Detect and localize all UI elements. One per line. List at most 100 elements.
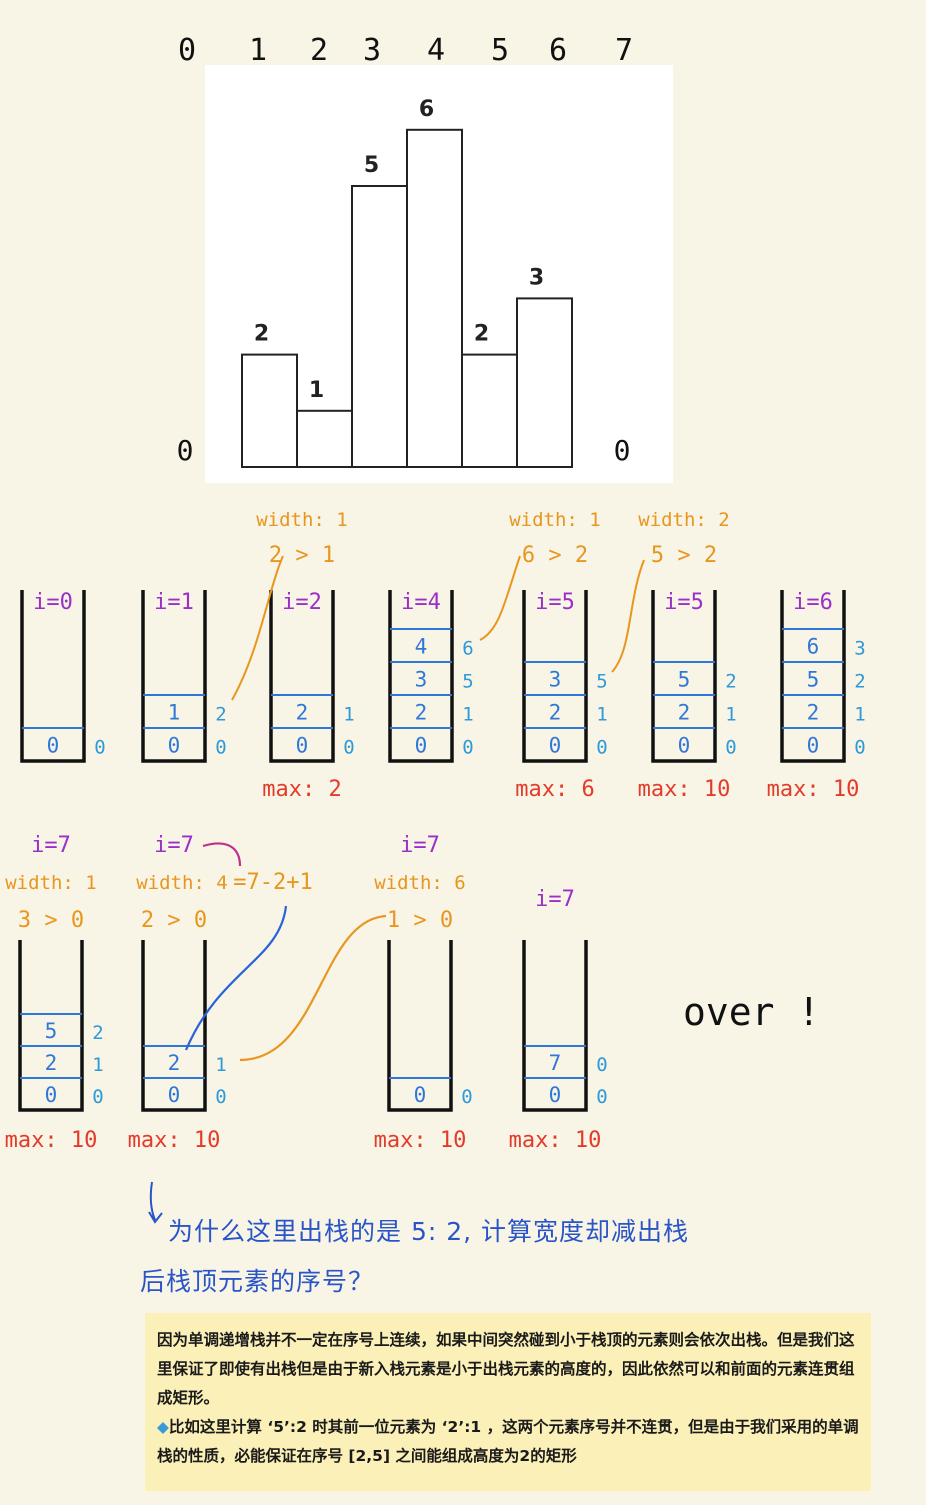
stack-i-label: i=6	[793, 590, 833, 615]
stack-cell-value: 3	[415, 668, 428, 692]
stack-cell-value: 0	[807, 734, 820, 758]
question-line-2: 后栈顶元素的序号？	[140, 1267, 375, 1296]
stack-cell-index: 0	[725, 737, 736, 759]
stack-cell-index: 0	[854, 737, 865, 759]
sentinel-right: 0	[614, 434, 631, 467]
max-label: max: 10	[5, 1128, 98, 1153]
stack-cell-value: 2	[168, 1051, 181, 1075]
stack-container	[522, 940, 588, 1112]
connector-curve	[611, 559, 645, 673]
max-label: max: 6	[515, 777, 594, 802]
connector-curve	[184, 905, 288, 1051]
sentinel-left: 0	[177, 434, 194, 467]
stack-cell-index: 2	[854, 671, 865, 693]
stack-cell-value: 0	[549, 734, 562, 758]
max-label: max: 10	[509, 1128, 602, 1153]
index-label: 5	[491, 33, 509, 68]
bar-label: 1	[309, 378, 324, 403]
stack-cell-index: 0	[596, 1086, 607, 1108]
index-label: 2	[310, 33, 328, 68]
stack-cell-index: 5	[596, 671, 607, 693]
stack-cell-index: 0	[343, 737, 354, 759]
stack-cell-value: 5	[807, 668, 820, 692]
stack-container	[388, 590, 454, 763]
width-label: width: 6	[374, 872, 466, 894]
stack-i-label: i=7	[400, 833, 440, 858]
stack-cell-index: 2	[92, 1022, 103, 1044]
stack-cell-index: 0	[596, 1054, 607, 1076]
stack-cell-value: 0	[296, 734, 309, 758]
stack-container	[780, 590, 846, 763]
stack-i-label: i=7	[535, 887, 575, 912]
width-label: width: 1	[256, 509, 348, 531]
stack-cell-index: 1	[725, 704, 736, 726]
stack-cell-value: 5	[678, 668, 691, 692]
comparison-label: 6 > 2	[522, 543, 588, 568]
histogram-bar	[516, 297, 573, 468]
stack-i-label: i=7	[154, 833, 194, 858]
stack-container	[141, 590, 207, 763]
histogram-bar	[241, 353, 298, 469]
comparison-label: 1 > 0	[387, 908, 453, 933]
stack-i-label: i=5	[664, 590, 704, 615]
max-label: max: 10	[128, 1128, 221, 1153]
stack-cell-index: 1	[343, 704, 354, 726]
stack-i-label: i=1	[154, 590, 194, 615]
stack-cell-index: 1	[92, 1054, 103, 1076]
stack-cell-index: 1	[462, 704, 473, 726]
stack-cell-index: 1	[854, 704, 865, 726]
stack-i-label: i=4	[401, 590, 441, 615]
width-label: width: 4	[136, 872, 228, 894]
stack-container	[522, 590, 588, 763]
max-label: max: 10	[767, 777, 860, 802]
stack-i-label: i=2	[282, 590, 322, 615]
stack-cell-index: 0	[92, 1086, 103, 1108]
stack-cell-value: 0	[45, 1083, 58, 1107]
index-label: 0	[178, 33, 196, 68]
stack-cell-value: 0	[415, 734, 428, 758]
bar-label: 5	[364, 153, 379, 178]
stack-i-label: i=7	[31, 833, 71, 858]
stack-cell-value: 0	[549, 1083, 562, 1107]
stack-container	[20, 590, 86, 763]
stack-cell-value: 2	[415, 701, 428, 725]
stack-cell-value: 7	[549, 1051, 562, 1075]
stack-cell-value: 2	[678, 701, 691, 725]
stack-cell-value: 0	[168, 734, 181, 758]
width-formula: =7-2+1	[233, 870, 312, 895]
stack-cell-value: 4	[415, 635, 428, 659]
over-text: over !	[683, 990, 821, 1034]
stack-cell-index: 5	[462, 671, 473, 693]
histogram-bar	[351, 185, 408, 468]
stack-cell-index: 0	[596, 737, 607, 759]
stack-cell-value: 5	[45, 1019, 58, 1043]
stack-i-label: i=5	[535, 590, 575, 615]
note-paragraph-1: 因为单调递增栈并不一定在序号上连续，如果中间突然碰到小于栈顶的元素则会依次出栈。…	[157, 1331, 855, 1407]
comparison-label: 5 > 2	[651, 543, 717, 568]
width-label: width: 1	[509, 509, 601, 531]
max-label: max: 2	[262, 777, 341, 802]
stack-container	[269, 590, 335, 763]
stack-cell-index: 6	[462, 638, 473, 660]
histogram-bar	[406, 128, 463, 469]
stack-cell-value: 1	[168, 701, 181, 725]
bar-label: 2	[474, 322, 489, 347]
stack-i-label: i=0	[33, 590, 73, 615]
stack-cell-value: 2	[296, 701, 309, 725]
stack-container	[387, 940, 453, 1112]
comparison-label: 2 > 0	[141, 908, 207, 933]
note-paragraph-2-text: 比如这里计算 ‘5’:2 时其前一位元素为 ‘2’:1 ，这两个元素序号并不连贯…	[157, 1418, 859, 1465]
bar-label: 6	[419, 97, 434, 122]
stack-cell-value: 6	[807, 635, 820, 659]
stack-cell-index: 0	[462, 737, 473, 759]
stack-container	[141, 940, 207, 1112]
stack-cell-index: 2	[215, 704, 226, 726]
stack-cell-index: 1	[596, 704, 607, 726]
index-label: 1	[249, 33, 267, 68]
stack-cell-value: 2	[807, 701, 820, 725]
stack-cell-value: 0	[414, 1083, 427, 1107]
stack-cell-index: 0	[94, 737, 105, 759]
stack-cell-value: 3	[549, 668, 562, 692]
